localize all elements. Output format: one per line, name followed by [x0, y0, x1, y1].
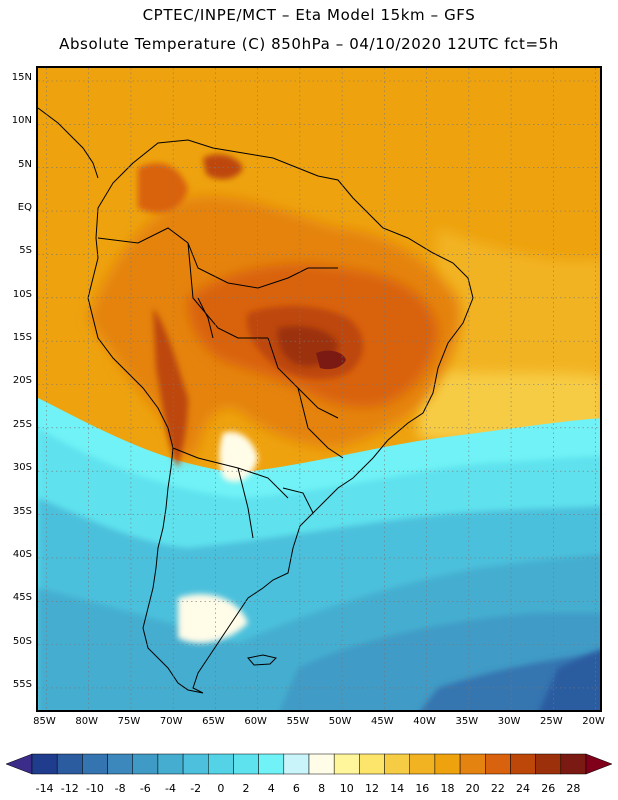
falkland-islands [247, 654, 277, 666]
longitude-label: 85W [33, 716, 56, 727]
chart-title-line-2: Absolute Temperature (C) 850hPa – 04/10/… [59, 35, 559, 53]
colorbar-swatch [82, 753, 108, 775]
colorbar-tick-label: 0 [217, 782, 225, 795]
longitude-label: 20W [582, 716, 605, 727]
latitude-label: 15N [11, 72, 32, 83]
colorbar-swatch [510, 753, 536, 775]
colorbar-swatch [409, 753, 436, 775]
colorbar-swatch [132, 753, 159, 775]
longitude-label: 65W [202, 716, 225, 727]
colorbar-tick-label: 18 [440, 782, 455, 795]
colorbar-tick-label: 26 [541, 782, 556, 795]
colorbar-swatch [384, 753, 410, 775]
latitude-label: 10S [12, 288, 32, 300]
field-16c-atlantic [428, 228, 600, 408]
field-8c-patagonia [178, 594, 248, 643]
colorbar-tick-label: -6 [139, 782, 151, 795]
longitude-label: 35W [455, 716, 479, 727]
latitude-label: 45S [12, 592, 32, 604]
colorbar-tick-label: -8 [114, 782, 126, 795]
colorbar-swatch [359, 753, 385, 775]
chart-title-line-1: CPTEC/INPE/MCT – Eta Model 15km – GFS [142, 6, 476, 24]
temperature-colorbar [6, 753, 612, 775]
colorbar-swatch [485, 753, 511, 775]
latitude-label: 20S [12, 375, 32, 387]
colorbar-swatch [233, 753, 259, 775]
field-28c-max [316, 350, 346, 370]
colorbar-swatch [208, 753, 234, 775]
longitude-label: 30W [497, 716, 521, 727]
colorbar-swatch [459, 753, 486, 775]
colorbar-tick-label: -12 [60, 782, 79, 795]
latitude-label: 50S [12, 635, 32, 647]
colorbar-swatch [560, 753, 587, 775]
latitude-label: 30S [12, 462, 32, 474]
colorbar-swatch [182, 753, 209, 775]
colorbar-tick-label: 20 [465, 782, 480, 795]
latitude-label: 5S [19, 245, 32, 257]
colorbar-tick-label: 8 [318, 782, 326, 795]
colorbar-tick-label: 10 [339, 782, 354, 795]
colorbar-tick-label: 2 [242, 782, 250, 795]
colorbar-swatch [283, 753, 310, 775]
colorbar-tick-label: -2 [190, 782, 202, 795]
colorbar-over-arrow [585, 753, 612, 775]
colorbar-tick-label: 14 [390, 782, 405, 795]
longitude-label: 75W [117, 716, 141, 727]
colorbar-swatch [308, 753, 335, 775]
colorbar-tick-label: 12 [364, 782, 379, 795]
south-america-coastline [87, 139, 474, 694]
colorbar-tick-label: 22 [490, 782, 505, 795]
longitude-label: 40W [413, 716, 436, 727]
temperature-map [36, 66, 602, 712]
field-24c-north-patch [203, 154, 243, 180]
colorbar-tick-label: 28 [566, 782, 581, 795]
colorbar-swatch [157, 753, 184, 775]
colorbar-swatch [333, 753, 360, 775]
colorbar-swatch [258, 753, 285, 775]
field-8c-pocket [219, 431, 258, 482]
latitude-label: 55S [12, 678, 32, 690]
temperature-field [38, 68, 600, 710]
latitude-label: 15S [12, 332, 32, 344]
longitude-label: 55W [286, 716, 310, 727]
rio-de-la-plata [282, 487, 314, 514]
longitude-label: 60W [244, 716, 267, 727]
latitude-label: 40S [12, 548, 32, 560]
longitude-label: 50W [328, 716, 352, 727]
latitude-label: 5N [18, 158, 32, 170]
longitude-label: 80W [75, 716, 98, 727]
colorbar-tick-label: 4 [267, 782, 275, 795]
country-borders [97, 227, 344, 539]
latitude-label: 35S [12, 505, 32, 517]
longitude-label: 25W [540, 716, 563, 727]
latitude-label: EQ [17, 202, 32, 214]
colorbar-tick-label: 6 [292, 782, 300, 795]
latitude-label: 25S [12, 418, 32, 430]
latitude-label: 10N [11, 115, 32, 127]
colorbar-tick-label: -10 [85, 782, 104, 795]
colorbar-under-arrow [6, 753, 33, 775]
colorbar-tick-label: -4 [165, 782, 176, 795]
colorbar-swatch [107, 753, 133, 775]
colorbar-swatch [434, 753, 461, 775]
field-24c-andes [153, 308, 188, 468]
longitude-label: 45W [371, 716, 394, 727]
field-22c-north-patch [138, 163, 188, 213]
longitude-label: 70W [159, 716, 183, 727]
field-minus12c-band [539, 649, 600, 710]
central-america-coastline [38, 107, 99, 179]
colorbar-tick-label: 24 [516, 782, 531, 795]
colorbar-swatch [31, 753, 58, 775]
colorbar-tick-label: -14 [35, 782, 54, 795]
colorbar-tick-label: 16 [415, 782, 430, 795]
colorbar-swatch [535, 753, 562, 775]
colorbar-swatch [56, 753, 83, 775]
coastlines-and-borders [38, 107, 474, 694]
